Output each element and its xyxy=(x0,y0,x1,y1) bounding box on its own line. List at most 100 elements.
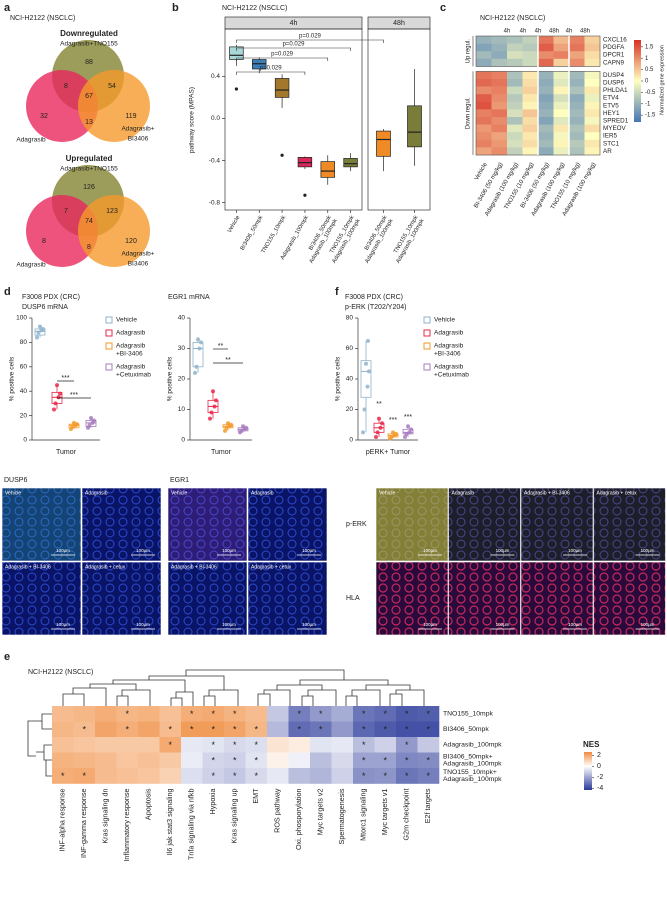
heat-cell xyxy=(538,139,554,148)
heat-cell xyxy=(538,117,554,125)
y-tick-label: 60 xyxy=(20,364,28,371)
scale-label: 100µm xyxy=(56,548,70,553)
significance-mark: * xyxy=(362,709,366,719)
heat-cell xyxy=(224,737,246,753)
heat-cell xyxy=(116,721,139,738)
micrograph-border xyxy=(520,561,594,636)
significance-mark: * xyxy=(405,771,409,781)
scale-label: 100µm xyxy=(56,622,70,627)
heat-cell xyxy=(553,101,570,110)
colorbar-tick-label: 0.5 xyxy=(645,67,654,73)
point xyxy=(199,340,203,345)
image-label: Vehicle xyxy=(5,490,21,496)
region-count: 32 xyxy=(40,113,48,120)
chart-title: NCI-H2122 (NSCLC) xyxy=(28,669,93,676)
region-count: 126 xyxy=(83,184,95,191)
heat-cell xyxy=(95,721,117,738)
heat-cell xyxy=(553,36,570,44)
sig-label: *** xyxy=(389,417,397,424)
heat-cell xyxy=(181,752,203,769)
point xyxy=(406,424,410,429)
column-label: Mtorc1 signaling xyxy=(359,789,368,841)
heat-cell xyxy=(202,768,225,784)
heat-cell xyxy=(476,139,492,148)
heat-cell xyxy=(584,71,601,80)
point xyxy=(87,423,92,428)
scale-label: 100µm xyxy=(302,548,316,553)
venn-set xyxy=(26,195,98,267)
micrograph xyxy=(448,562,521,635)
heat-cell xyxy=(522,43,539,52)
chart-title: p-ERK (T202/Y204) xyxy=(345,304,406,311)
heat-cell xyxy=(310,768,332,784)
column-label: Oxi. phosporylation xyxy=(294,789,303,851)
micrograph-signal xyxy=(593,488,666,561)
region-count: 74 xyxy=(85,218,93,225)
row-label: HLA xyxy=(346,595,360,602)
y-tick-label: -0.4 xyxy=(209,157,221,164)
gene-label: STC1 xyxy=(603,140,620,147)
micrograph-border xyxy=(375,561,449,636)
heat-cell xyxy=(202,706,225,722)
legend-swatch xyxy=(423,363,431,371)
region-count: 120 xyxy=(125,238,137,245)
heat-cell xyxy=(507,43,523,52)
colorbar-tick-label: 2 xyxy=(597,752,601,759)
significance-mark: * xyxy=(211,756,215,766)
point xyxy=(229,422,233,427)
significance-mark: * xyxy=(233,756,237,766)
point xyxy=(193,370,197,375)
column-label: BI-3406 (50 mg/kg) xyxy=(520,162,551,209)
micrograph-border xyxy=(448,487,521,562)
facet-label: 4h xyxy=(290,20,298,27)
heat-cell xyxy=(538,132,554,141)
image-label: Adagrasib + BI-3406 xyxy=(171,564,217,570)
heat-cell xyxy=(491,51,508,60)
heat-cell xyxy=(353,752,375,769)
box xyxy=(343,158,358,168)
heat-cell xyxy=(522,71,539,80)
scale-label: 100µm xyxy=(222,548,236,553)
heat-cell xyxy=(569,109,585,118)
gene-label: DUSP4 xyxy=(603,72,624,79)
heat-cell xyxy=(202,737,225,753)
point xyxy=(72,420,76,425)
point xyxy=(389,434,394,439)
heat-cell xyxy=(584,43,601,52)
point xyxy=(212,404,217,409)
point xyxy=(375,430,380,435)
heat-cell xyxy=(507,79,523,87)
heat-cell xyxy=(553,79,570,87)
point xyxy=(367,369,371,374)
dendrogram xyxy=(27,669,425,777)
heat-cell xyxy=(181,706,203,722)
heat-cell xyxy=(569,71,585,80)
image-label: Adagrasib + BI-3406 xyxy=(524,490,570,496)
y-tick-label: 20 xyxy=(20,412,28,419)
colorbar-tick-label: 0 xyxy=(645,79,649,85)
significance-mark: * xyxy=(233,740,237,750)
legend-swatch xyxy=(423,342,431,350)
venn-set xyxy=(78,195,150,267)
significance-mark: * xyxy=(362,756,366,766)
significance-mark: * xyxy=(211,771,215,781)
heat-cell xyxy=(553,139,570,148)
micrograph-border xyxy=(247,487,328,562)
significance-mark: * xyxy=(233,725,237,735)
point xyxy=(362,407,367,412)
significance-mark: * xyxy=(297,725,301,735)
y-tick-label: 80 xyxy=(20,339,28,346)
point xyxy=(361,430,365,435)
point xyxy=(377,416,381,421)
heat-cell xyxy=(476,86,492,95)
column-label: EMT xyxy=(251,788,260,804)
region-count: 54 xyxy=(108,83,116,90)
set-label: Adagrasib+ xyxy=(121,126,154,133)
heat-cell xyxy=(538,43,554,52)
heat-cell xyxy=(159,721,182,738)
y-axis-title: % positive cells xyxy=(167,356,174,401)
legend-label: +Cetuximab xyxy=(434,372,469,379)
heat-cell xyxy=(417,752,440,769)
gene-label: ETV5 xyxy=(603,102,619,109)
column-label: Myc targets v1 xyxy=(380,788,389,835)
